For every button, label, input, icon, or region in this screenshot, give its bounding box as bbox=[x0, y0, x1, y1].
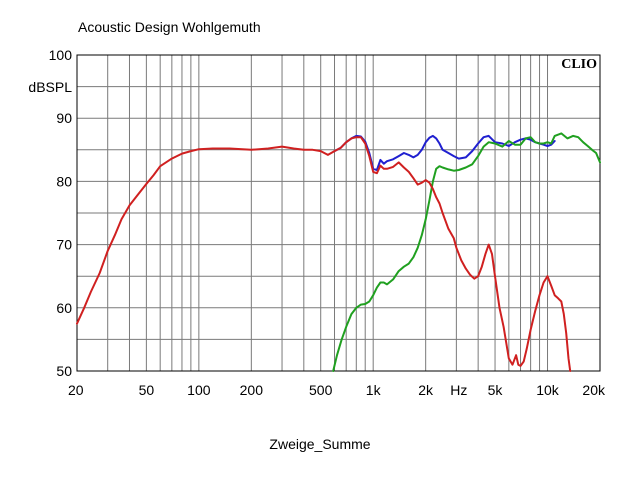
x-tick-label: 200 bbox=[240, 382, 264, 398]
x-axis-title: Zweige_Summe bbox=[269, 436, 371, 452]
x-tick-label: 50 bbox=[139, 382, 155, 398]
series-line-3 bbox=[76, 136, 572, 372]
y-tick-label: 50 bbox=[56, 363, 72, 379]
y-tick-labels: 50 60 70 80 90 100 bbox=[49, 47, 73, 379]
series-line-2 bbox=[332, 132, 601, 372]
x-tick-label: 20 bbox=[68, 382, 84, 398]
x-tick-label: 500 bbox=[309, 382, 333, 398]
plot-frame bbox=[76, 54, 601, 372]
y-tick-label: 70 bbox=[56, 237, 72, 253]
x-unit-label: Hz bbox=[450, 382, 467, 398]
response-curves bbox=[76, 132, 601, 372]
y-tick-label: 90 bbox=[56, 110, 72, 126]
y-tick-label: 80 bbox=[56, 173, 72, 189]
chart-title: Acoustic Design Wohlgemuth bbox=[78, 19, 261, 35]
y-tick-label: 100 bbox=[49, 47, 73, 63]
x-tick-labels: 20 50 100 200 500 1k 2k 5k 10k 20k Hz bbox=[68, 382, 606, 398]
x-tick-label: 10k bbox=[536, 382, 560, 398]
x-tick-label: 1k bbox=[366, 382, 382, 398]
plot-grid bbox=[77, 55, 600, 371]
x-tick-label: 100 bbox=[187, 382, 211, 398]
x-tick-label: 5k bbox=[488, 382, 504, 398]
x-tick-label: 20k bbox=[582, 382, 606, 398]
y-tick-label: 60 bbox=[56, 300, 72, 316]
clio-brand-label: CLIO bbox=[561, 57, 597, 72]
x-tick-label: 2k bbox=[418, 382, 434, 398]
y-axis-label: dBSPL bbox=[28, 79, 72, 95]
